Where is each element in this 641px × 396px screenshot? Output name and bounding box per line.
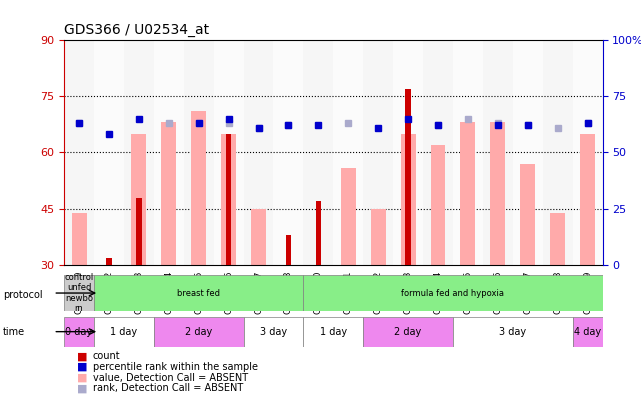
Bar	[64, 275, 94, 311]
Bar	[221, 133, 236, 265]
Text: percentile rank within the sample: percentile rank within the sample	[93, 362, 258, 372]
Text: 2 day: 2 day	[185, 327, 212, 337]
Bar	[184, 40, 213, 265]
Bar	[191, 111, 206, 265]
Bar	[405, 88, 411, 265]
Text: breast fed: breast fed	[177, 289, 221, 297]
Bar	[303, 317, 363, 346]
Bar	[154, 317, 244, 346]
Bar	[423, 40, 453, 265]
Text: 1 day: 1 day	[320, 327, 347, 337]
Text: 3 day: 3 day	[260, 327, 287, 337]
Text: ■: ■	[77, 383, 87, 394]
Text: count: count	[93, 351, 121, 362]
Bar	[572, 40, 603, 265]
Bar	[460, 122, 476, 265]
Bar	[251, 209, 266, 265]
Bar	[572, 317, 603, 346]
Bar	[580, 133, 595, 265]
Bar	[274, 40, 303, 265]
Bar	[315, 201, 321, 265]
Bar	[244, 40, 274, 265]
Text: formula fed and hypoxia: formula fed and hypoxia	[401, 289, 504, 297]
Bar	[136, 198, 142, 265]
Bar	[513, 40, 543, 265]
Text: GDS366 / U02534_at: GDS366 / U02534_at	[64, 23, 209, 37]
Bar	[244, 317, 303, 346]
Bar	[94, 317, 154, 346]
Text: ■: ■	[77, 362, 87, 372]
Text: time: time	[3, 327, 26, 337]
Bar	[363, 317, 453, 346]
Text: 0 day: 0 day	[65, 327, 92, 337]
Text: ■: ■	[77, 373, 87, 383]
Bar	[94, 40, 124, 265]
Bar	[453, 317, 572, 346]
Bar	[213, 40, 244, 265]
Bar	[483, 40, 513, 265]
Text: 2 day: 2 day	[394, 327, 422, 337]
Bar	[226, 133, 231, 265]
Bar	[131, 133, 146, 265]
Bar	[401, 133, 415, 265]
Text: protocol: protocol	[3, 290, 43, 300]
Bar	[453, 40, 483, 265]
Bar	[124, 40, 154, 265]
Bar	[431, 145, 445, 265]
Bar	[550, 213, 565, 265]
Bar	[393, 40, 423, 265]
Bar	[303, 40, 333, 265]
Bar	[520, 164, 535, 265]
Text: 4 day: 4 day	[574, 327, 601, 337]
Bar	[341, 168, 356, 265]
Text: 1 day: 1 day	[110, 327, 137, 337]
Bar	[286, 235, 291, 265]
Text: 3 day: 3 day	[499, 327, 526, 337]
Bar	[64, 40, 94, 265]
Text: ■: ■	[77, 351, 87, 362]
Bar	[72, 213, 87, 265]
Text: rank, Detection Call = ABSENT: rank, Detection Call = ABSENT	[93, 383, 243, 394]
Bar	[162, 122, 176, 265]
Text: value, Detection Call = ABSENT: value, Detection Call = ABSENT	[93, 373, 248, 383]
Bar	[363, 40, 393, 265]
Bar	[333, 40, 363, 265]
Text: control
unfed
newbo
rn: control unfed newbo rn	[65, 273, 94, 313]
Bar	[490, 122, 505, 265]
Bar	[370, 209, 386, 265]
Bar	[543, 40, 572, 265]
Bar	[154, 40, 184, 265]
Bar	[64, 317, 94, 346]
Bar	[94, 275, 303, 311]
Bar	[106, 258, 112, 265]
Bar	[303, 275, 603, 311]
